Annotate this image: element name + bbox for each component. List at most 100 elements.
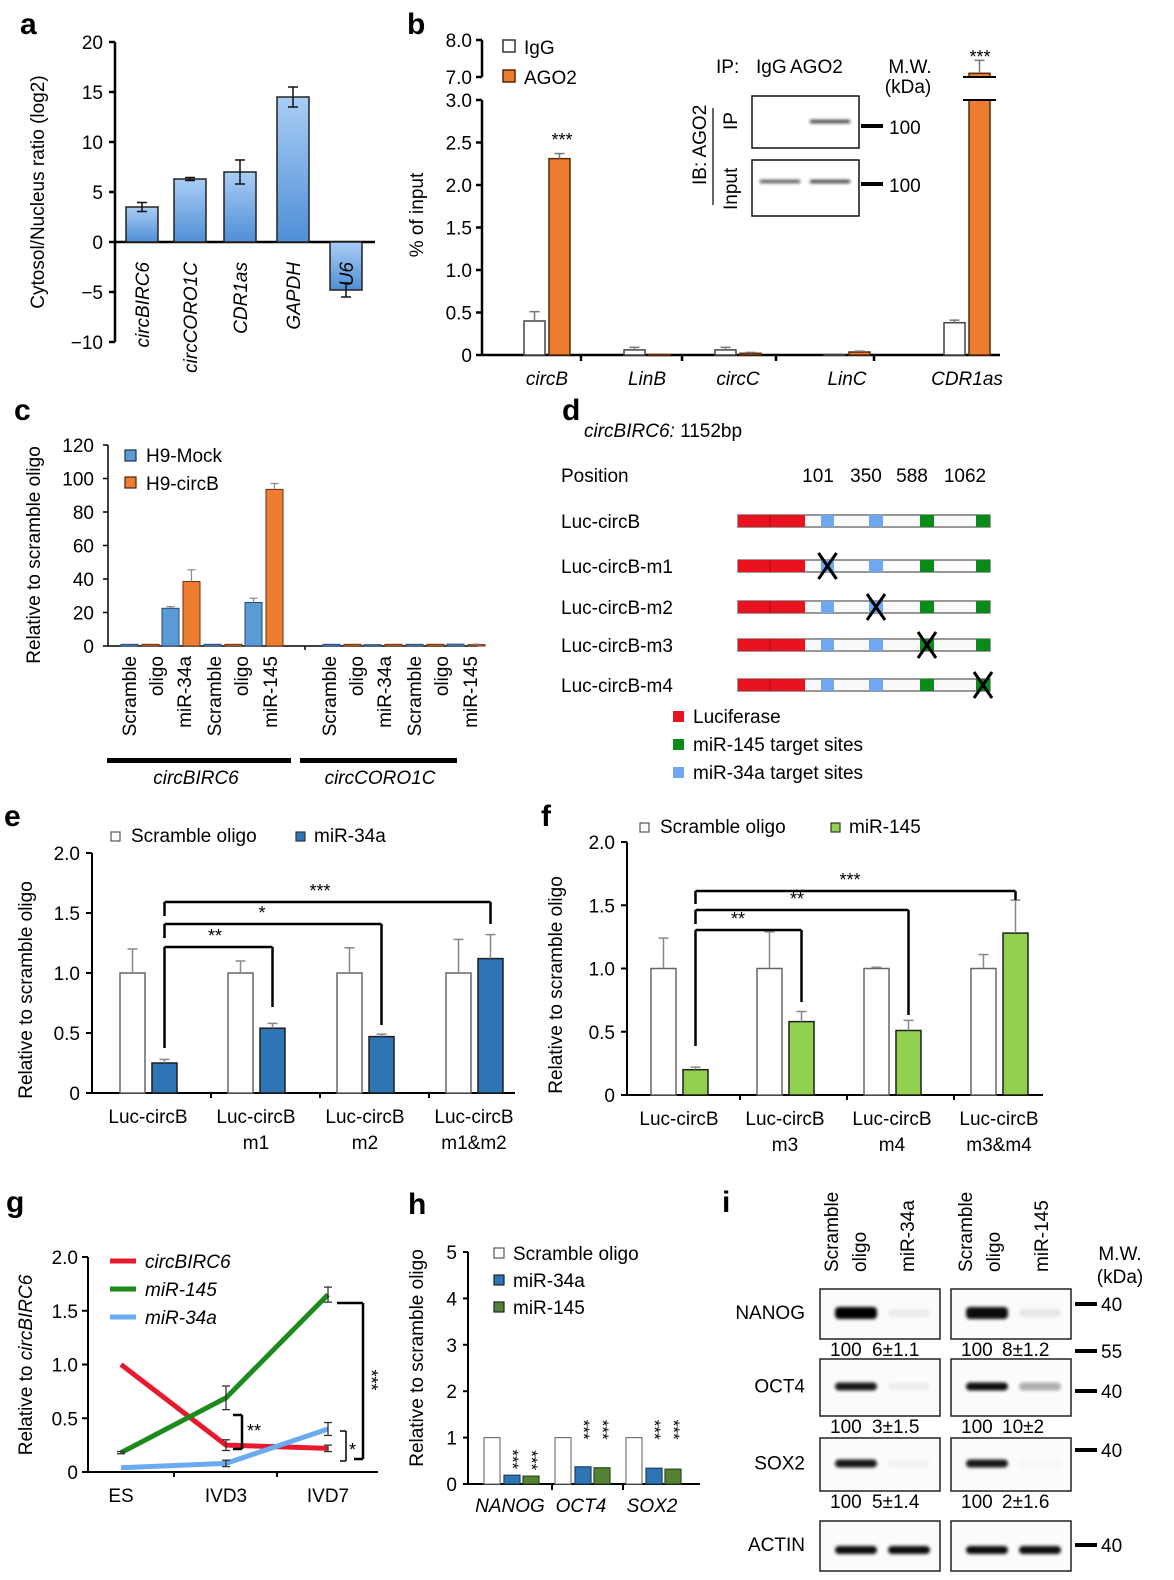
panel-b-bar-igg xyxy=(623,349,646,356)
blot-band xyxy=(810,180,850,183)
panel-g-error-bar xyxy=(324,1444,332,1453)
panel-b-ytick-label: 1.5 xyxy=(446,219,472,240)
panel-d-construct-label: Luc-circB xyxy=(561,512,640,533)
panel-i-quant: 100 xyxy=(961,1340,993,1361)
target-site xyxy=(920,679,934,691)
panel-i-lane-label: oligo xyxy=(850,1232,871,1272)
target-site xyxy=(869,679,883,691)
target-site xyxy=(976,560,990,572)
panel-h-ytick-label: 4 xyxy=(446,1289,457,1310)
xtick-label: m3 xyxy=(772,1135,798,1156)
xtick-label: m1 xyxy=(243,1133,269,1154)
panel-h-significance: *** xyxy=(522,1450,541,1470)
error-bar xyxy=(376,1033,387,1037)
mutation-x-icon xyxy=(972,671,994,699)
panel-b-ytick-label: 2.0 xyxy=(446,176,472,197)
bracket-significance-label: *** xyxy=(839,870,860,890)
target-site xyxy=(869,515,883,527)
panel-c-legend-swatch-mock xyxy=(124,449,137,462)
panel-c-xtick-label: oligo xyxy=(232,656,253,696)
error-bar xyxy=(745,351,756,354)
panel-i-band xyxy=(1019,1382,1061,1391)
panel-d-legend-label: Luciferase xyxy=(693,707,781,728)
panel-a-chart: Cytosol/Nucleus ratio (log2) 20 15 10 5 0 −5 −… xyxy=(28,33,375,373)
panel-b-ytick-label: 0 xyxy=(461,346,472,367)
target-site xyxy=(869,560,883,572)
panel-f-ylabel: Relative to scramble oligo xyxy=(546,876,567,1094)
luciferase-segment xyxy=(738,515,805,527)
error-bar xyxy=(235,960,246,973)
panel-b-legend-label-igg: IgG xyxy=(524,38,555,59)
significance-bracket: * xyxy=(163,903,383,1025)
panel-i-mw-value: 55 xyxy=(1101,1342,1122,1363)
ytick-label: 1.0 xyxy=(54,964,80,985)
target-site xyxy=(976,601,990,613)
panel-h-legend-swatch xyxy=(493,1247,505,1259)
panel-b-chart: % of input 0 0.5 1.0 1.5 2.0 2.5 3.07.0 8.0 circ… xyxy=(407,31,1003,390)
panel-i-mw-value: 40 xyxy=(1101,1295,1122,1316)
panel-d-construct-bar xyxy=(737,671,994,699)
panel-c-bar-circb xyxy=(467,644,486,647)
panel-g-xtick-label: IVD7 xyxy=(307,1486,349,1507)
target-site xyxy=(920,560,934,572)
panel-a-xtick-label: circBIRC6 xyxy=(133,262,154,348)
panel-g-legend-label: circBIRC6 xyxy=(145,1252,231,1273)
error-bar xyxy=(978,953,989,969)
panel-labels: a b c d e f g h i xyxy=(4,8,730,1221)
panel-i-row-label: ACTIN xyxy=(748,1535,805,1556)
panel-g-error-bar xyxy=(222,1439,230,1452)
panel-i-quant: 3±1.5 xyxy=(872,1417,919,1438)
panel-b-legend-label-ago2: AGO2 xyxy=(524,68,577,89)
panel-e-chart: Relative to scramble oligo 0 0.5 1.0 1.5 2.0… xyxy=(16,826,515,1154)
panel-c-bar-circb xyxy=(384,643,403,647)
ytick-label: 0 xyxy=(604,1086,615,1107)
bar-mirna xyxy=(895,1029,922,1096)
panel-h-bar xyxy=(554,1436,572,1485)
svg-text:Relative to circBIRC6: Relative to circBIRC6 xyxy=(16,1274,37,1455)
bar-mirna xyxy=(682,1068,709,1096)
error-bar xyxy=(871,966,882,969)
panel-b-ytick-label-upper: 7.0 xyxy=(446,68,472,89)
panel-d-position-number: 1062 xyxy=(944,466,986,487)
panel-b-xtick-label: LinB xyxy=(628,369,666,390)
panel-d-construct-label: Luc-circB-m4 xyxy=(561,676,673,697)
error-bar xyxy=(974,59,985,74)
bracket-significance-label: ** xyxy=(731,909,745,929)
panel-c-xtick-label: miR-34a xyxy=(175,656,196,728)
panel-h-ytick-label: 3 xyxy=(446,1336,457,1357)
xtick-label: Luc-circB xyxy=(434,1107,513,1128)
panel-d-title-gene: circBIRC6: xyxy=(584,421,675,442)
panel-c-bar-mock xyxy=(405,643,424,647)
panel-c-legend-label-mock: H9-Mock xyxy=(146,446,223,467)
bar-mirna xyxy=(1002,932,1029,1096)
blot-mw-value: 100 xyxy=(889,118,921,139)
panel-i-band xyxy=(1019,1460,1061,1468)
panel-i-blot-box xyxy=(819,1437,941,1492)
panel-g-xtick-label: ES xyxy=(108,1486,133,1507)
target-site xyxy=(821,639,834,651)
panel-e-ylabel: Relative to scramble oligo xyxy=(16,881,37,1099)
panel-h-legend-label: miR-145 xyxy=(513,1298,585,1319)
panel-i-band xyxy=(835,1546,877,1554)
panel-h-bar xyxy=(522,1475,540,1485)
panel-i-quant: 8±1.2 xyxy=(1002,1340,1049,1361)
panel-g-bracket: * xyxy=(340,1430,356,1462)
panel-h-ytick-label: 0 xyxy=(446,1475,457,1496)
panel-b-bar-ago2 xyxy=(968,99,991,356)
panel-b-bar-ago2 xyxy=(739,352,762,356)
panel-b-bar-ago2 xyxy=(848,351,871,356)
panel-c-group-label: circCORO1C xyxy=(325,768,436,789)
panel-c-ytick-label: 80 xyxy=(73,503,94,524)
significance-bracket: ** xyxy=(163,926,274,1048)
panel-i-band xyxy=(966,1307,1008,1319)
xtick-label: Luc-circB xyxy=(216,1107,295,1128)
panel-h-xtick-label: OCT4 xyxy=(556,1496,607,1517)
error-bar xyxy=(796,1010,807,1022)
panel-c-xtick-label: miR-34a xyxy=(375,656,396,728)
panel-label-c: c xyxy=(14,394,31,427)
panel-h-bar xyxy=(664,1468,682,1485)
error-bar xyxy=(472,643,481,645)
bar-scramble xyxy=(970,967,997,1096)
legend-label-scramble: Scramble oligo xyxy=(660,817,786,838)
error-bar xyxy=(267,1022,278,1029)
